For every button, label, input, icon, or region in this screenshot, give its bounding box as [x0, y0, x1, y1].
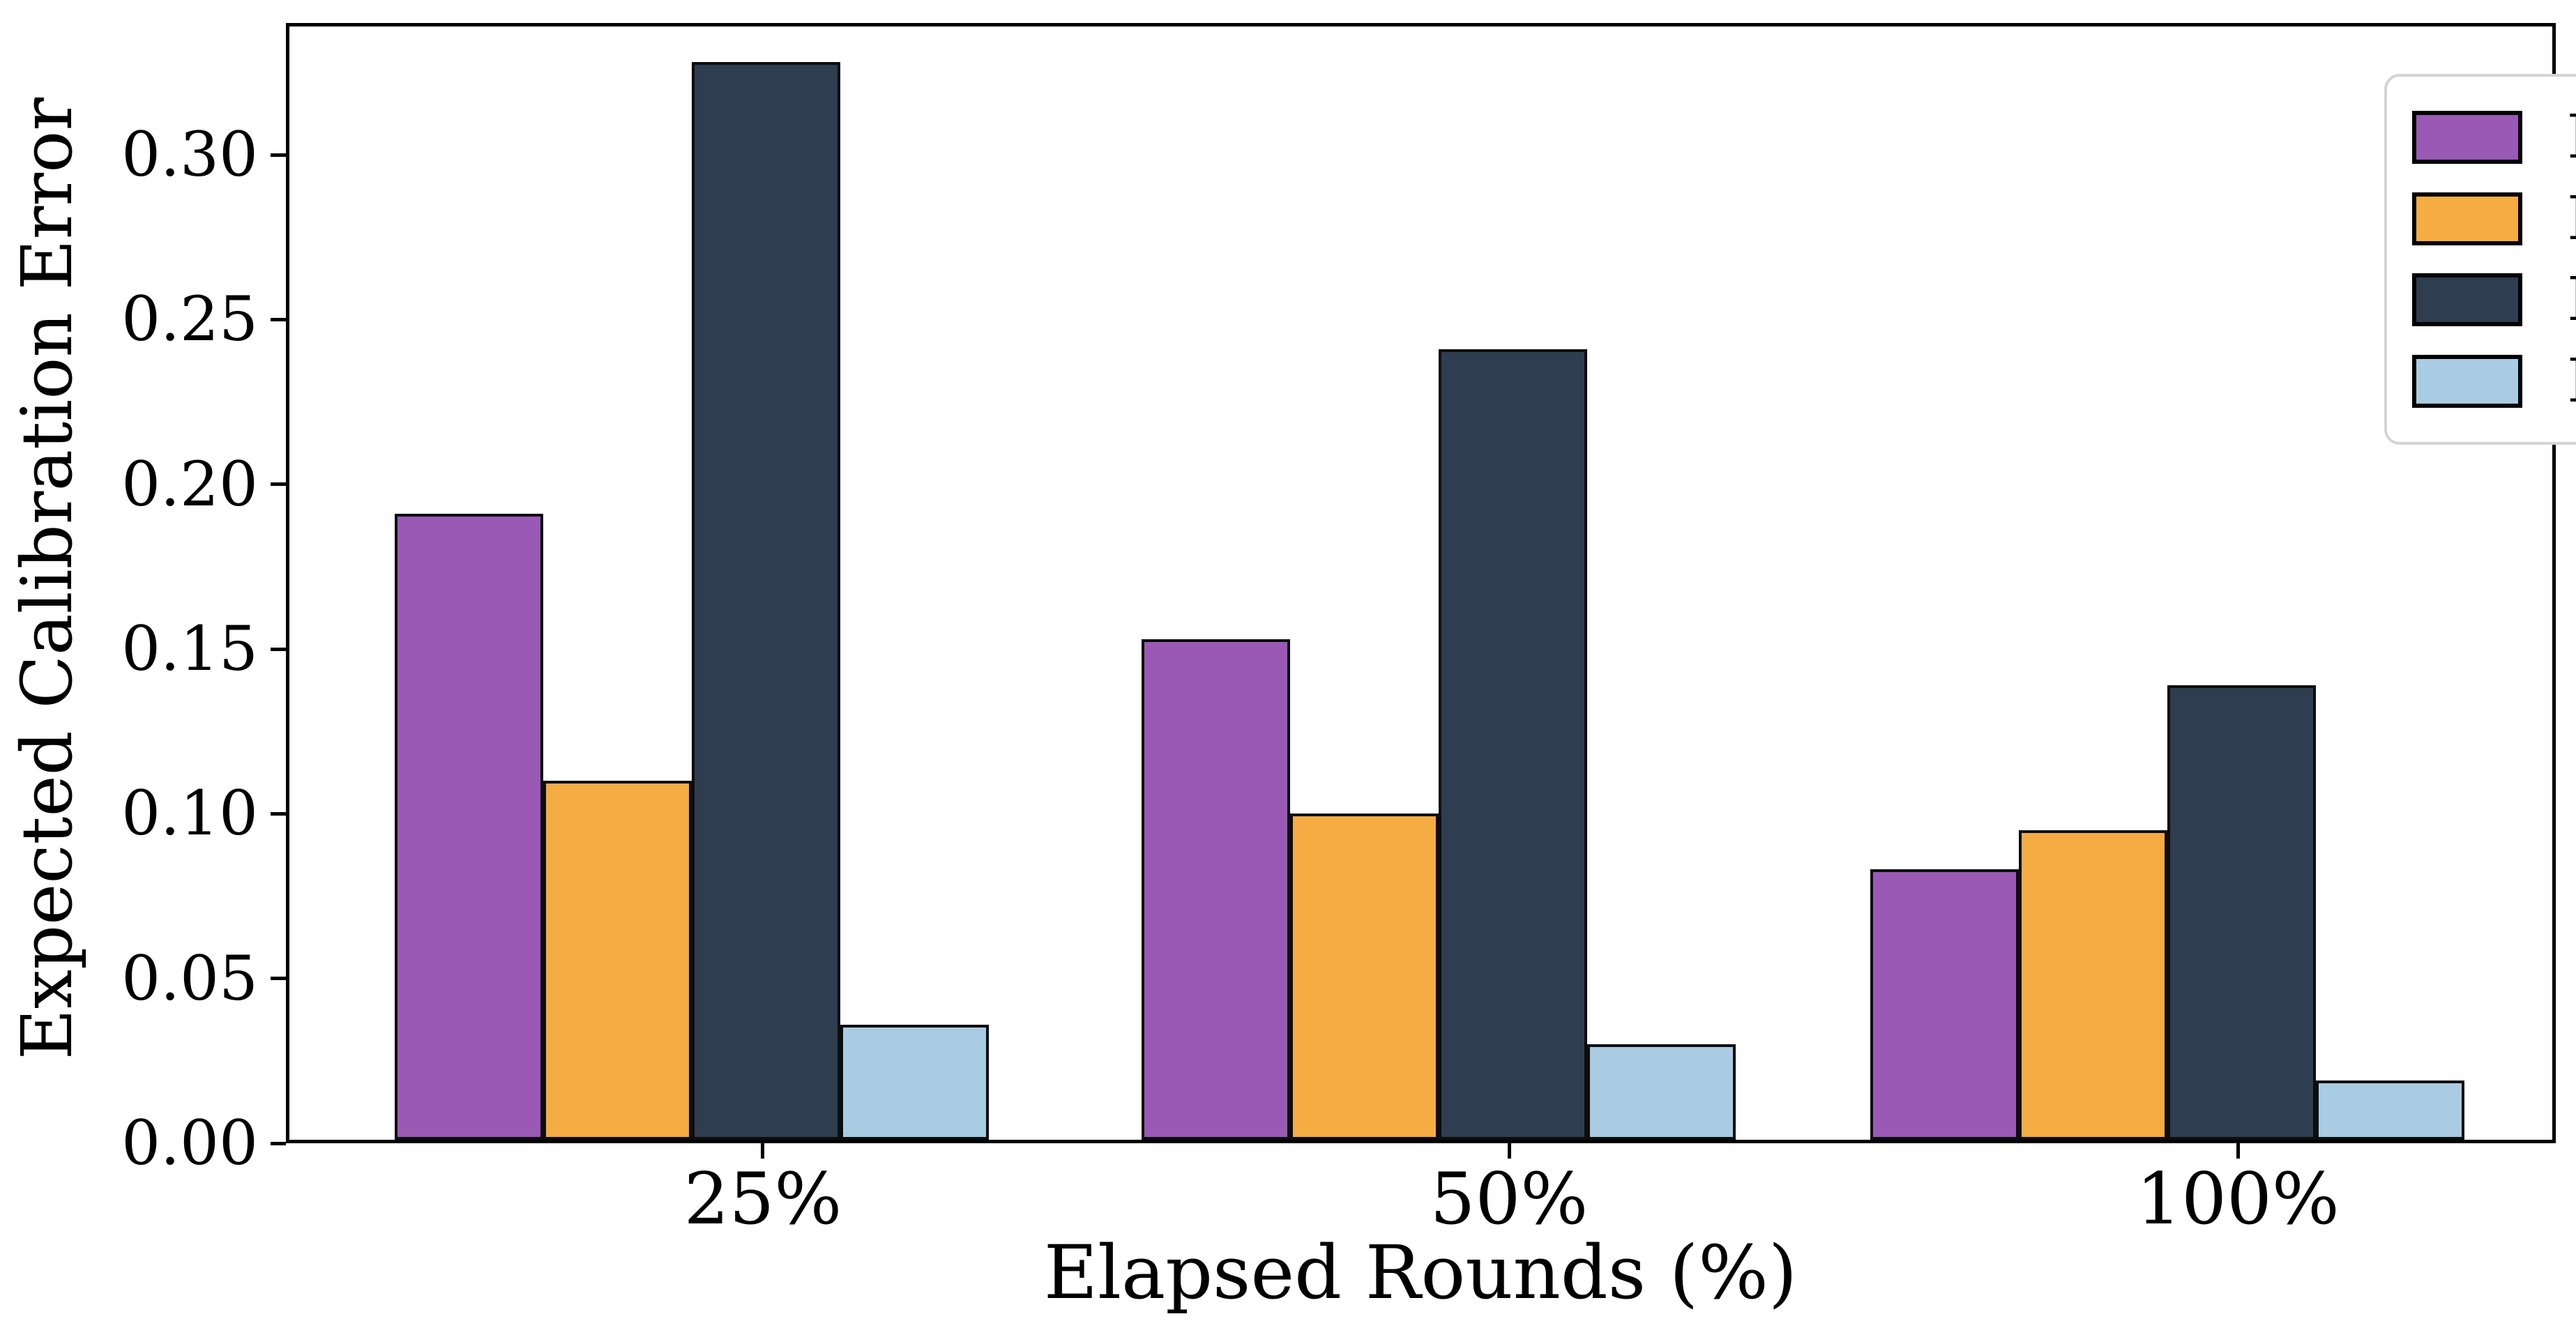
y-tick-label-0.05: 0.05 [121, 942, 258, 1014]
legend-swatch-mcd-vr [2412, 111, 2522, 165]
y-tick-label-0.15: 0.15 [121, 613, 258, 685]
legend: MCD-VR EN-VR BNN-VR BNN-VRc [2384, 74, 2576, 445]
y-tick-mark-0.30 [271, 153, 286, 157]
legend-item-bnn-vr: BNN-VR [2412, 270, 2576, 330]
legend-item-bnn-vrc: BNN-VRc [2412, 351, 2576, 411]
x-tick-label-50%: 50% [1430, 1158, 1589, 1241]
y-tick-label-0.20: 0.20 [121, 448, 258, 520]
y-tick-label-0.25: 0.25 [121, 283, 258, 355]
y-tick-mark-0.15 [271, 648, 286, 651]
legend-item-mcd-vr: MCD-VR [2412, 107, 2576, 167]
legend-label-bnn-vrc: BNN-VRc [2567, 351, 2576, 411]
bar-bnn-vrc-100% [2316, 1081, 2464, 1140]
y-tick-mark-0.10 [271, 812, 286, 816]
x-tick-mark-25% [761, 1143, 764, 1159]
x-tick-mark-50% [1508, 1143, 1511, 1159]
y-tick-label-0.10: 0.10 [121, 777, 258, 849]
bar-mcd-vr-50% [1142, 639, 1290, 1140]
y-axis-label: Expected Calibration Error [6, 97, 88, 1060]
bar-bnn-vr-25% [692, 62, 840, 1140]
y-tick-mark-0.25 [271, 318, 286, 321]
legend-swatch-bnn-vrc [2412, 354, 2522, 408]
x-tick-mark-100% [2236, 1143, 2240, 1159]
bar-en-vr-50% [1290, 814, 1439, 1140]
plot-area: MCD-VR EN-VR BNN-VR BNN-VRc [286, 23, 2576, 1143]
legend-swatch-bnn-vr [2412, 273, 2522, 327]
legend-label-en-vr: EN-VR [2567, 189, 2576, 249]
x-tick-label-100%: 100% [2136, 1158, 2340, 1241]
bar-bnn-vr-50% [1439, 349, 1587, 1140]
legend-label-mcd-vr: MCD-VR [2567, 107, 2576, 167]
bar-bnn-vrc-50% [1587, 1044, 1736, 1140]
y-tick-mark-0.05 [271, 977, 286, 980]
y-tick-label-0.30: 0.30 [121, 119, 258, 190]
x-tick-label-25%: 25% [683, 1158, 842, 1241]
bar-bnn-vr-100% [2167, 685, 2316, 1140]
bar-en-vr-25% [543, 781, 692, 1140]
y-tick-mark-0.00 [271, 1142, 286, 1145]
bar-mcd-vr-100% [1870, 869, 2019, 1140]
bar-bnn-vrc-25% [840, 1025, 989, 1140]
x-axis-label: Elapsed Rounds (%) [1043, 1230, 1798, 1315]
y-tick-label-0.00: 0.00 [121, 1107, 258, 1179]
bar-en-vr-100% [2019, 830, 2167, 1140]
legend-item-en-vr: EN-VR [2412, 189, 2576, 249]
legend-swatch-en-vr [2412, 192, 2522, 245]
y-tick-mark-0.20 [271, 482, 286, 486]
bar-mcd-vr-25% [395, 514, 543, 1140]
legend-label-bnn-vr: BNN-VR [2567, 270, 2576, 330]
